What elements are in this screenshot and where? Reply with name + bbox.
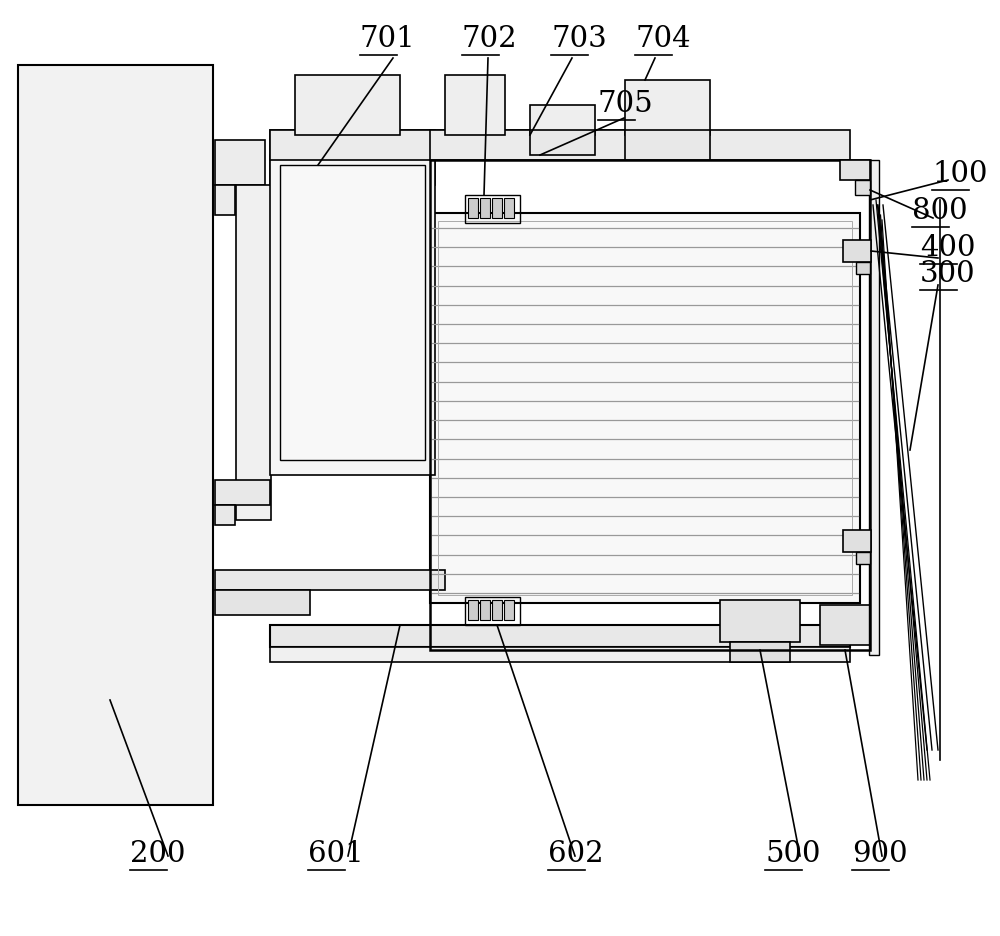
Bar [530, 130, 595, 155]
Bar [295, 75, 400, 135]
Text: 705: 705 [598, 90, 654, 118]
Text: 300: 300 [920, 260, 976, 288]
Bar [465, 597, 520, 625]
Bar [530, 105, 595, 135]
Bar [468, 600, 478, 620]
Bar [843, 530, 871, 552]
Bar [492, 198, 502, 218]
Bar [843, 240, 871, 262]
Bar [430, 213, 860, 603]
Bar [215, 480, 270, 505]
Bar [270, 647, 850, 662]
Bar [504, 198, 514, 218]
Bar [430, 160, 870, 650]
Text: 702: 702 [462, 25, 518, 53]
Bar [215, 185, 235, 215]
Text: 701: 701 [360, 25, 416, 53]
Bar [215, 140, 265, 185]
Bar [236, 185, 271, 520]
Bar [504, 600, 514, 620]
Bar [468, 198, 478, 218]
Bar [869, 160, 879, 655]
Bar [280, 165, 425, 460]
Text: 200: 200 [130, 840, 186, 868]
Text: 602: 602 [548, 840, 604, 868]
Bar [270, 130, 435, 185]
Text: 100: 100 [932, 160, 988, 188]
Text: 800: 800 [912, 197, 968, 225]
Bar [270, 625, 850, 647]
Bar [720, 600, 800, 642]
Text: 900: 900 [852, 840, 908, 868]
Text: 500: 500 [765, 840, 820, 868]
Bar [480, 600, 490, 620]
Bar [625, 130, 710, 160]
Bar [625, 80, 710, 135]
Bar [856, 262, 870, 274]
Bar [438, 221, 852, 595]
Text: 601: 601 [308, 840, 364, 868]
Bar [465, 195, 520, 223]
Text: 703: 703 [551, 25, 607, 53]
Bar [480, 198, 490, 218]
Bar [445, 75, 505, 135]
Bar [492, 600, 502, 620]
Bar [730, 642, 790, 662]
Bar [820, 605, 870, 645]
Bar [855, 180, 870, 195]
Text: 400: 400 [920, 234, 976, 262]
Bar [18, 65, 213, 805]
Bar [215, 505, 235, 525]
Bar [856, 552, 870, 564]
Bar [430, 130, 850, 160]
Bar [270, 155, 435, 475]
Text: 704: 704 [635, 25, 691, 53]
Bar [270, 130, 700, 160]
Bar [215, 570, 445, 590]
Bar [840, 160, 870, 180]
Bar [215, 590, 310, 615]
